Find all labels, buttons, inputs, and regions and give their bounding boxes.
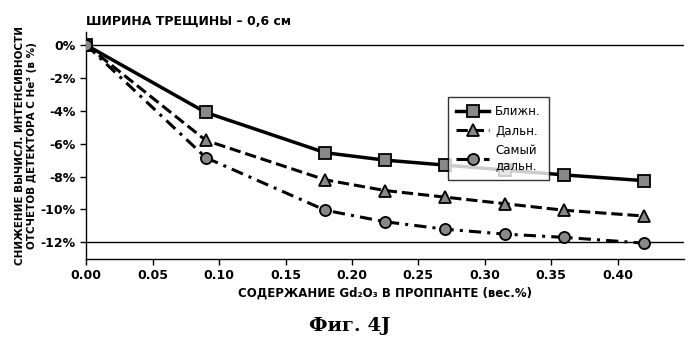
Text: Фиг. 4J: Фиг. 4J [309,317,390,335]
Text: ШИРИНА ТРЕЩИНЫ – 0,6 см: ШИРИНА ТРЕЩИНЫ – 0,6 см [86,15,291,28]
Y-axis label: СНИЖЕНИЕ ВЫЧИСЛ. ИНТЕНСИВНОСТИ
ОТСЧЕТОВ ДЕТЕКТОРА С Не³ (в %): СНИЖЕНИЕ ВЫЧИСЛ. ИНТЕНСИВНОСТИ ОТСЧЕТОВ … [15,26,36,265]
X-axis label: СОДЕРЖАНИЕ Gd₂O₃ В ПРОППАНТЕ (вес.%): СОДЕРЖАНИЕ Gd₂O₃ В ПРОППАНТЕ (вес.%) [238,286,532,299]
Legend: Ближн., Дальн., Самый
дальн.: Ближн., Дальн., Самый дальн. [448,97,549,180]
